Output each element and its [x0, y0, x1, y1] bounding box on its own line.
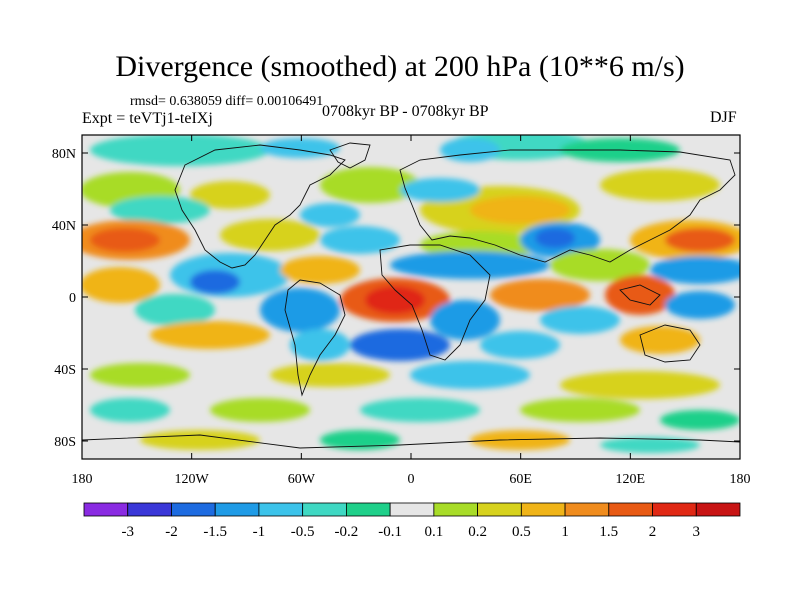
- lat-label: 40S: [54, 363, 76, 378]
- contour-field: [82, 135, 740, 453]
- lat-label: 40N: [52, 219, 76, 234]
- colorbar-label: 3: [693, 524, 701, 540]
- colorbar-swatch: [83, 502, 129, 517]
- lon-label: 180: [730, 472, 751, 487]
- colorbar-swatch: [477, 502, 522, 517]
- colorbar-label: -1: [253, 524, 266, 540]
- latitude-axis: 80N 40N 0 40S 80S: [52, 147, 740, 450]
- lon-label: 0: [408, 472, 415, 487]
- period-label: 0708kyr BP - 0708kyr BP: [322, 103, 489, 120]
- experiment-label: Expt = teVTj1-teIXj: [82, 110, 213, 127]
- stats-label: rmsd= 0.638059 diff= 0.00106491: [130, 94, 324, 109]
- colorbar-swatch: [171, 502, 216, 517]
- colorbar-swatch: [652, 502, 697, 517]
- colorbar-label: 0.5: [512, 524, 531, 540]
- colorbar-label: -2: [165, 524, 178, 540]
- colorbar-label: -0.2: [335, 524, 359, 540]
- colorbar-swatch: [695, 502, 741, 517]
- colorbar-swatch: [389, 502, 435, 517]
- colorbar-swatch: [127, 502, 172, 517]
- colorbar-swatch: [214, 502, 260, 517]
- colorbar-swatch: [258, 502, 304, 517]
- colorbar-label: 1: [561, 524, 569, 540]
- colorbar-swatch: [608, 502, 653, 517]
- colorbar-swatch: [564, 502, 610, 517]
- lon-label: 120E: [616, 472, 646, 487]
- colorbar-label: 0.1: [424, 524, 443, 540]
- colorbar-label: 0.2: [468, 524, 487, 540]
- lon-label: 60W: [288, 472, 316, 487]
- colorbar-label: -1.5: [203, 524, 227, 540]
- lon-label: 120W: [175, 472, 210, 487]
- lat-label: 0: [69, 291, 76, 306]
- colorbar-swatch: [302, 502, 347, 517]
- chart-title: Divergence (smoothed) at 200 hPa (10**6 …: [115, 50, 685, 83]
- lon-label: 180: [72, 472, 93, 487]
- colorbar-label: -0.5: [291, 524, 315, 540]
- colorbar: -3 -2 -1.5 -1 -0.5 -0.2 -0.1 0.1 0.2 0.5 1 1.5 2 3: [83, 502, 741, 540]
- colorbar-swatch: [345, 502, 391, 517]
- colorbar-label: 1.5: [599, 524, 618, 540]
- colorbar-swatch: [520, 502, 566, 517]
- coastlines: [82, 142, 740, 449]
- colorbar-label: -3: [121, 524, 134, 540]
- lat-label: 80S: [54, 435, 76, 450]
- colorbar-label: -0.1: [378, 524, 402, 540]
- lon-label: 60E: [509, 472, 532, 487]
- lat-label: 80N: [52, 147, 76, 162]
- colorbar-swatch: [433, 502, 479, 517]
- season-label: DJF: [710, 109, 737, 126]
- colorbar-label: 2: [649, 524, 657, 540]
- longitude-axis: 180 120W 60W 0 60E 120E 180: [72, 135, 751, 487]
